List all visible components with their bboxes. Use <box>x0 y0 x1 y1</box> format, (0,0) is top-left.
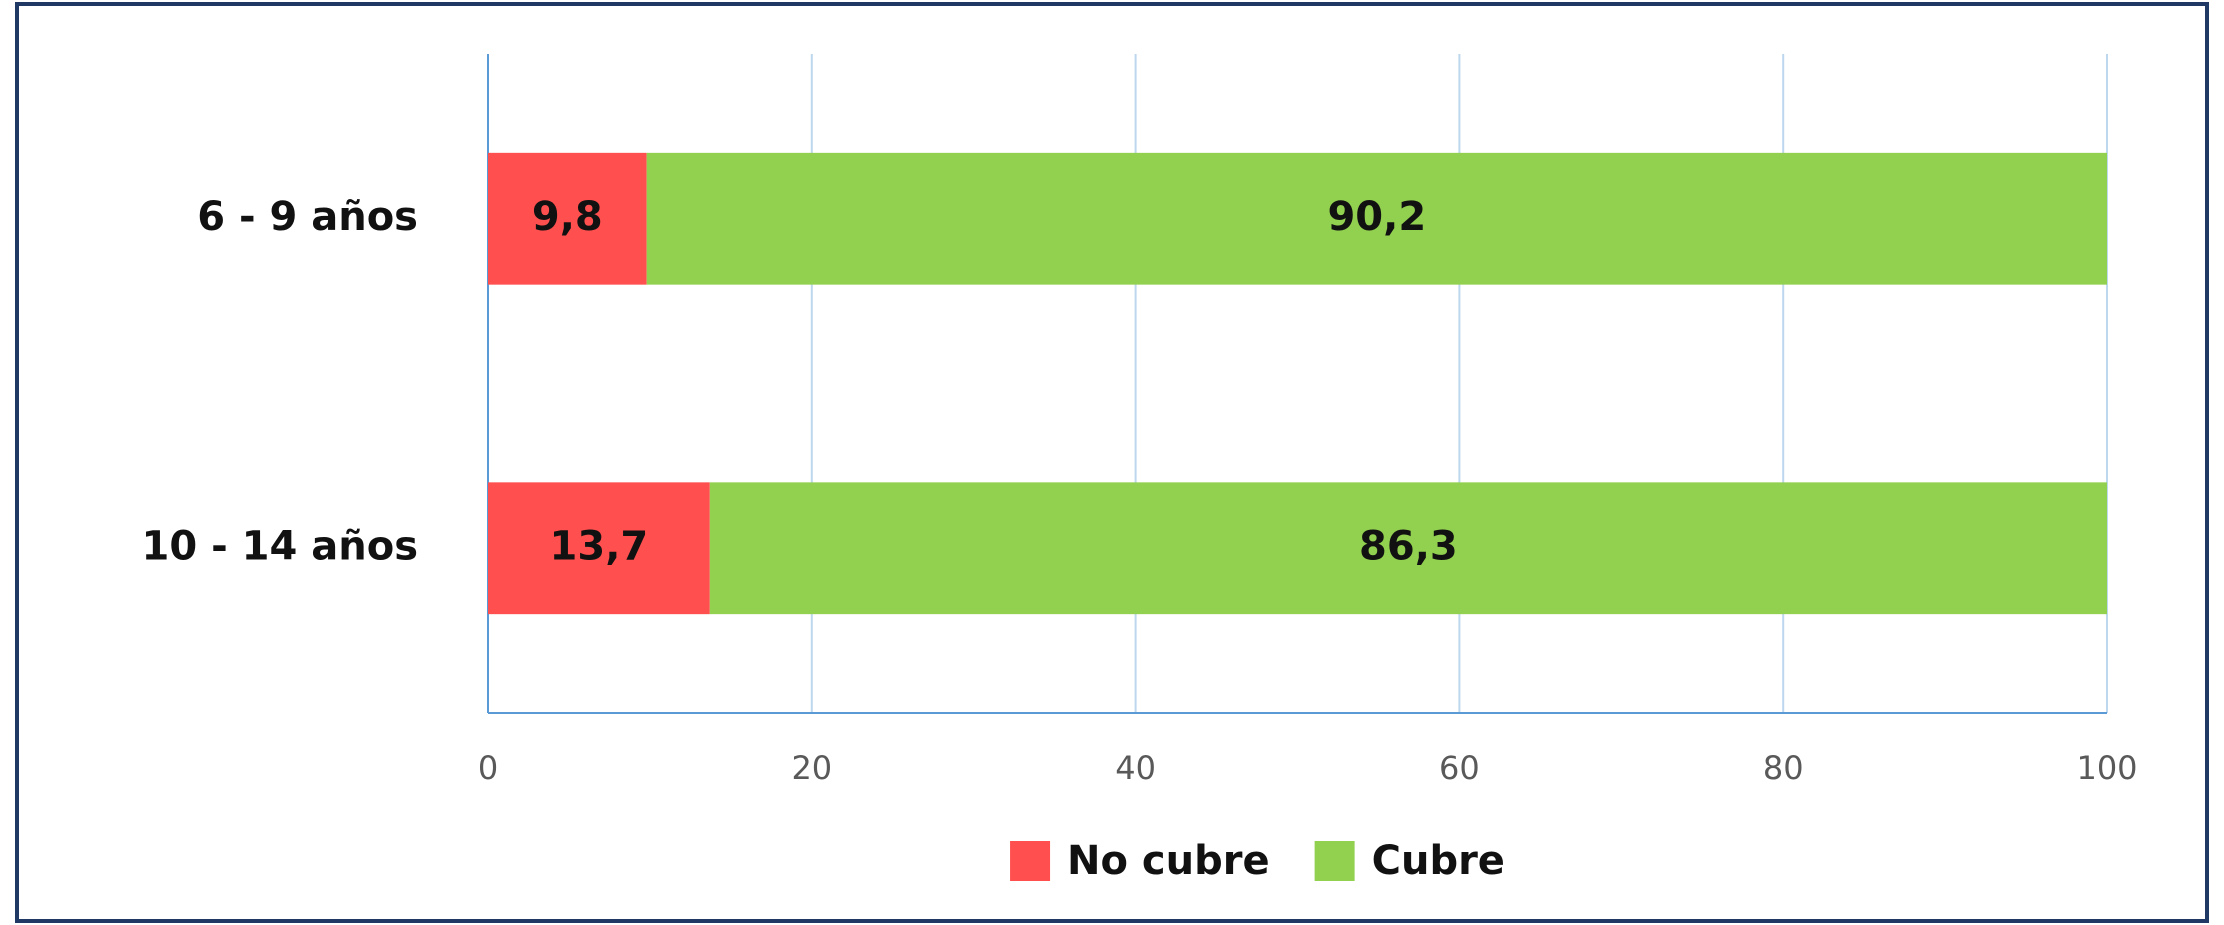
x-tick-label: 0 <box>478 749 498 787</box>
legend-label: No cubre <box>1067 838 1270 884</box>
legend-swatch <box>1314 841 1355 881</box>
x-tick-label: 20 <box>791 749 832 787</box>
bar-segment <box>646 152 2107 285</box>
bar-segment <box>488 482 710 615</box>
legend-swatch <box>1010 841 1051 881</box>
bar-segment <box>488 152 647 285</box>
legend-label: Cubre <box>1372 838 1505 884</box>
data-label: 9,8 <box>532 194 603 240</box>
chart-border <box>15 2 2209 923</box>
data-label: 90,2 <box>1327 194 1426 240</box>
x-tick-label: 100 <box>2076 749 2137 787</box>
x-tick-label: 60 <box>1439 749 1480 787</box>
x-tick-label: 40 <box>1115 749 1156 787</box>
bar-segment <box>709 482 2107 615</box>
y-tick-label: 10 - 14 años <box>142 523 418 569</box>
data-label: 86,3 <box>1359 523 1458 569</box>
x-tick-label: 80 <box>1763 749 1804 787</box>
y-tick-label: 6 - 9 años <box>197 194 418 240</box>
data-label: 13,7 <box>550 523 649 569</box>
